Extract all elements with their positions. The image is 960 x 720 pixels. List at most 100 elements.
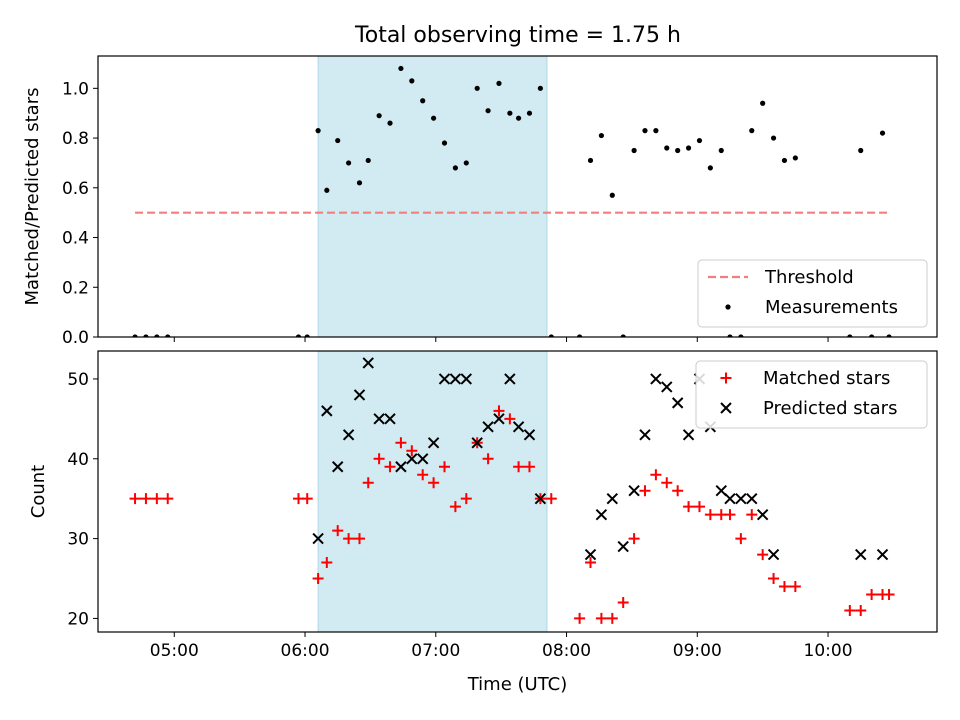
data-point [707, 165, 713, 171]
y-tick-label: 0.0 [62, 328, 89, 348]
matched-point [844, 604, 856, 616]
predicted-point [617, 540, 629, 553]
predicted-point [682, 429, 695, 441]
x-tick-label: 06:00 [281, 641, 330, 661]
y-tick-label: 0.6 [62, 179, 89, 199]
matched-point [683, 501, 695, 513]
x-tick-label: 10:00 [804, 641, 853, 661]
chart-title: Total observing time = 1.75 h [354, 23, 681, 48]
x-tick-label: 07:00 [411, 641, 460, 661]
data-point [387, 120, 393, 126]
predicted-point [353, 389, 366, 401]
predicted-point [321, 405, 333, 417]
data-point [675, 147, 681, 154]
data-point [356, 180, 363, 186]
matched-point [417, 469, 429, 481]
data-point [609, 192, 615, 198]
legend-label: Matched stars [763, 368, 890, 389]
data-point [143, 334, 149, 337]
data-point [365, 157, 371, 164]
matched-point [373, 453, 385, 465]
data-point [577, 334, 583, 337]
predicted-point [650, 373, 662, 385]
data-point [154, 334, 160, 337]
predicted-point [534, 492, 547, 505]
data-point [642, 128, 648, 134]
data-point [463, 160, 469, 166]
predicted-point [595, 508, 608, 521]
matched-point [661, 477, 673, 489]
matched-point [162, 493, 174, 505]
predicted-point [876, 548, 889, 561]
plot-area [132, 56, 892, 337]
matched-point [628, 533, 640, 545]
matched-point [672, 485, 684, 497]
predicted-point [746, 492, 758, 505]
legend-label: Threshold [764, 267, 854, 288]
predicted-point [395, 461, 407, 473]
matched-point [384, 461, 396, 473]
matched-point [151, 493, 163, 505]
matched-point [574, 612, 586, 624]
matched-point [724, 509, 736, 521]
axes-frame [97, 55, 938, 338]
predicted-point [671, 397, 684, 409]
matched-point [595, 612, 607, 624]
data-point [485, 108, 491, 114]
matched-point [513, 461, 525, 473]
predicted-point [724, 492, 736, 505]
count-panel: 20 30 40 50 05:00 06:00 07:00 08:00 09:00 10:00 Co… [28, 350, 938, 695]
matched-point [428, 477, 440, 489]
matched-point [362, 477, 374, 489]
legend: Matched stars Predicted stars [695, 360, 928, 429]
matched-point [757, 549, 769, 561]
data-point [869, 334, 875, 337]
matched-point [778, 580, 790, 592]
data-point [515, 115, 522, 121]
predicted-point [661, 381, 673, 393]
matched-point [585, 557, 597, 569]
data-point [335, 137, 341, 144]
y-tick-label: 40 [67, 450, 89, 470]
predicted-point [715, 484, 727, 497]
predicted-point [756, 508, 769, 521]
y-tick-label: 30 [67, 530, 89, 550]
data-point [847, 334, 853, 337]
predicted-point [482, 421, 494, 433]
matched-point [354, 533, 366, 545]
matched-point [746, 509, 758, 521]
data-point [664, 145, 670, 151]
matched-point [140, 493, 152, 505]
data-point [496, 80, 502, 86]
matched-point [545, 493, 557, 505]
matched-point [493, 405, 505, 417]
data-point [474, 85, 480, 91]
data-point [879, 130, 886, 136]
matched-point [449, 501, 461, 513]
data-point [760, 100, 766, 106]
matched-point [866, 588, 878, 600]
matched-point [332, 525, 344, 537]
legend-matched-swatch [720, 372, 732, 384]
matched-point [617, 596, 629, 608]
data-point [304, 334, 310, 337]
matched-point [321, 557, 333, 569]
matched-point [343, 533, 355, 545]
legend-label: Predicted stars [763, 398, 897, 419]
ratio-panel: 0.0 0.2 0.4 0.6 0.8 1.0 Matched/Predicted star… [22, 55, 938, 348]
matched-point [639, 485, 651, 497]
data-point [409, 78, 415, 84]
legend-predicted-swatch [720, 402, 732, 414]
predicted-point [471, 437, 483, 449]
data-point [886, 334, 892, 337]
y-tick-label: 50 [67, 370, 89, 390]
predicted-point [427, 437, 440, 449]
data-point [587, 157, 594, 164]
data-point [526, 110, 533, 116]
matched-point [395, 437, 407, 449]
predicted-point [449, 373, 462, 385]
data-point [507, 110, 513, 116]
data-point [452, 165, 458, 171]
y-tick-label: 0.2 [62, 278, 89, 298]
predicted-point [606, 492, 619, 505]
